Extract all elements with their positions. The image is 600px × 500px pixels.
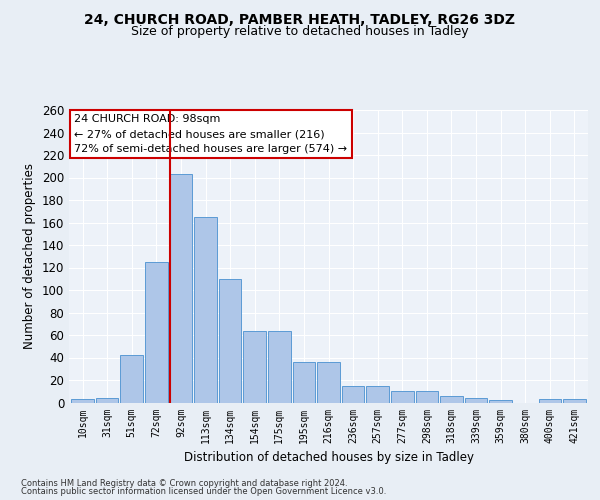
Text: Contains HM Land Registry data © Crown copyright and database right 2024.: Contains HM Land Registry data © Crown c… — [21, 478, 347, 488]
Text: 24 CHURCH ROAD: 98sqm
← 27% of detached houses are smaller (216)
72% of semi-det: 24 CHURCH ROAD: 98sqm ← 27% of detached … — [74, 114, 347, 154]
Bar — [317, 362, 340, 403]
Bar — [465, 398, 487, 402]
Bar — [121, 355, 143, 403]
Bar — [145, 262, 167, 402]
Bar — [563, 399, 586, 402]
Bar — [219, 279, 241, 402]
Bar — [293, 362, 315, 403]
Bar — [96, 398, 118, 402]
Bar — [342, 386, 364, 402]
Bar — [71, 399, 94, 402]
Text: Contains public sector information licensed under the Open Government Licence v3: Contains public sector information licen… — [21, 487, 386, 496]
Bar — [440, 396, 463, 402]
Bar — [391, 391, 413, 402]
Bar — [170, 174, 192, 402]
Bar — [268, 330, 290, 402]
X-axis label: Distribution of detached houses by size in Tadley: Distribution of detached houses by size … — [184, 451, 473, 464]
Bar — [539, 399, 561, 402]
Bar — [194, 217, 217, 402]
Bar — [367, 386, 389, 402]
Y-axis label: Number of detached properties: Number of detached properties — [23, 163, 36, 349]
Text: Size of property relative to detached houses in Tadley: Size of property relative to detached ho… — [131, 25, 469, 38]
Bar — [416, 391, 438, 402]
Bar — [490, 400, 512, 402]
Bar — [244, 330, 266, 402]
Text: 24, CHURCH ROAD, PAMBER HEATH, TADLEY, RG26 3DZ: 24, CHURCH ROAD, PAMBER HEATH, TADLEY, R… — [85, 12, 515, 26]
